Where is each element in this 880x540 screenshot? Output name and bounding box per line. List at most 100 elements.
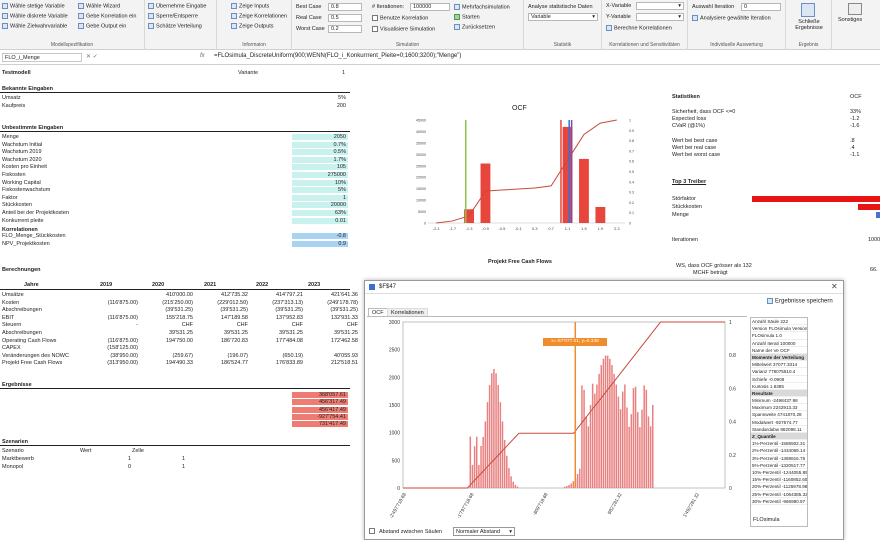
chevron-down-icon: ▾	[592, 14, 595, 20]
hist-bar	[619, 409, 622, 488]
iteration-input[interactable]: 0	[741, 3, 781, 11]
calc-cell: (39'531.25)	[220, 307, 248, 314]
stat-value: -1.6	[850, 123, 860, 130]
calc-cell: (158'125.00)	[107, 345, 138, 352]
panel-row: 15%-Perzentil -1160852.60	[751, 477, 807, 484]
chevron-down-icon: ▾	[509, 529, 512, 535]
calc-cell: 410'000.00	[165, 292, 193, 298]
gebe-korrelation-button[interactable]: Gebe Korrelation ein	[78, 13, 136, 19]
hist-bar	[512, 481, 514, 488]
ribbon-group-information: Zeige Inputs Zeige Korrelationen Zeige O…	[217, 0, 292, 50]
use-correlation-checkbox[interactable]: Benutze Korrelation	[372, 15, 428, 21]
name-box[interactable]: FLO_i_Menge	[2, 53, 82, 62]
row-label: Wachstum 2019	[2, 149, 42, 156]
x-tick: -2'497'718.68	[388, 492, 408, 520]
multi-simulation-button[interactable]: Mehrfachsimulation	[454, 4, 510, 10]
model-title: Testmodell	[2, 70, 31, 76]
real-case-input[interactable]: 0.5	[328, 14, 362, 22]
row-value: 5%	[292, 187, 348, 194]
iterations-label: Iterationen	[672, 237, 698, 243]
stat-value: -1.2	[850, 116, 860, 123]
stats-panel-rows: Anzahl Säule 222 Version FLOsimula Versio…	[751, 318, 807, 505]
calc-cell: (215'250.00)	[162, 299, 193, 306]
row-value: 0.9	[292, 240, 348, 247]
hist-bar	[484, 421, 487, 488]
panel-row: Resultate	[751, 389, 807, 398]
gebe-output-button[interactable]: Gebe Output ein	[78, 23, 126, 29]
correlation-icon	[78, 13, 84, 19]
zeige-outputs-button[interactable]: Zeige Outputs	[231, 23, 274, 29]
hist-bar	[516, 486, 519, 488]
group-label: Modellspezifikation	[50, 42, 94, 48]
calc-cell: -	[136, 322, 138, 329]
calc-cell: CHF	[291, 322, 303, 329]
tab-korrelationen[interactable]: Korrelationen	[387, 308, 428, 317]
year-header: 2023	[308, 282, 321, 288]
section-szenarien: Szenarien	[2, 439, 28, 445]
schatze-verteilung-button[interactable]: Schätze Verteilung	[148, 23, 202, 29]
calc-label: Kosten	[2, 299, 20, 306]
x-variable-label: X-Variable	[606, 3, 632, 9]
save-results-button[interactable]: Ergebnisse speichern	[767, 298, 833, 305]
calc-cell: 155'218.75	[165, 314, 193, 321]
sperre-button[interactable]: Sperre/Entsperre	[148, 13, 198, 19]
close-results-button[interactable]: Schließe Ergebnisse	[795, 19, 823, 31]
driver-bar	[858, 204, 880, 210]
ocf-chart: -2.1 -1.7 -1.3 -0.9 -0.5 -0.1 0.3 0.7 1.1 1.5 1.9 2…	[416, 119, 634, 232]
calc-correlations-button[interactable]: Berechne Korrelationen	[606, 25, 672, 31]
histogram-chart: 0 500 1000 1500 2000 2500 3000 0 0.2 0.4 0.6 0.8 1 -2…	[388, 320, 736, 520]
iterations-input[interactable]: 100000	[410, 3, 450, 11]
hist-bar	[499, 402, 502, 488]
ubernehme-eingabe-button[interactable]: Übernehme Eingabe	[148, 3, 206, 9]
y2-tick: 0.1	[629, 211, 634, 215]
formula-input[interactable]: =FLOsimula_DiscreteUniform(900;WENN(FLO_…	[214, 53, 462, 59]
visualize-simulation-checkbox[interactable]: Visualisiere Simulation	[372, 26, 435, 32]
calc-cell: CHF	[346, 322, 358, 329]
x-variable-select[interactable]: ▾	[636, 2, 684, 10]
calc-cell: 176'833.89	[275, 360, 303, 367]
wahle-stetige-variable-button[interactable]: Wähle stetige Variable	[2, 3, 65, 9]
result-value: -927'754.41	[292, 413, 348, 420]
scen-header: Zelle	[132, 448, 144, 454]
y2-tick: 1	[729, 320, 732, 326]
y-tick: 2500	[389, 348, 400, 354]
section-korrelationen: Korrelationen	[2, 227, 38, 233]
y2-tick: 0.8	[629, 139, 634, 143]
y-variable-select[interactable]: ▾	[636, 13, 684, 21]
gap-select[interactable]: Normaler Abstand ▾	[453, 527, 515, 536]
calc-cell: (116'875.00)	[107, 299, 138, 306]
calc-cell: 39'531.25	[334, 330, 358, 336]
panel-row: 5%-Perzentil -1320517.77	[751, 462, 807, 469]
worst-case-input[interactable]: 0.2	[328, 25, 362, 33]
plot-area	[402, 321, 726, 489]
panel-row: Maximum 2242913.33	[751, 404, 807, 412]
wahle-zielwahr-button[interactable]: Wähle Zielwahrvariable	[2, 23, 67, 29]
row-value: 20000	[292, 202, 348, 209]
calc-cell: (313'950.00)	[107, 360, 138, 367]
year-header: 2020	[152, 282, 165, 288]
y-tick: 0	[424, 222, 426, 226]
reset-button[interactable]: Zurücksetzen	[454, 24, 495, 30]
analyse-icon	[692, 15, 698, 21]
row-value: -0.8	[292, 233, 348, 239]
y2-tick: 0	[629, 222, 631, 226]
hist-bar	[583, 389, 585, 488]
sonstiges-button[interactable]: Sonstiges	[838, 17, 863, 23]
chart1-title: OCF	[512, 105, 527, 112]
panel-row: Name der Ve OCF	[751, 347, 807, 354]
save-icon	[767, 298, 773, 304]
close-icon[interactable]: ✕	[831, 282, 838, 291]
calc-cell: (116'875.00)	[107, 337, 138, 344]
results-dialog[interactable]: $F$47 ✕ Ergebnisse speichern OCF Korrela…	[364, 280, 844, 540]
wahle-diskrete-variable-button[interactable]: Wähle diskrete Variable	[2, 13, 68, 19]
variable-select[interactable]: Variable ▾	[528, 13, 598, 21]
ribbon-group-simulation: Best Case 0.8 Real Case 0.5 Worst Case 0…	[292, 0, 524, 50]
wahle-wizard-button[interactable]: Wähle Wizard	[78, 3, 120, 9]
stat-label: Wert bei real case	[672, 145, 717, 151]
zeige-inputs-button[interactable]: Zeige Inputs	[231, 3, 269, 9]
zeige-korrelationen-button[interactable]: Zeige Korrelationen	[231, 13, 287, 19]
start-button[interactable]: Starten	[454, 14, 480, 20]
calc-cell: 39'531.25	[169, 330, 193, 336]
analyse-iteration-button[interactable]: Analysiere gewählte Iteration	[692, 15, 771, 21]
best-case-input[interactable]: 0.8	[328, 3, 362, 11]
